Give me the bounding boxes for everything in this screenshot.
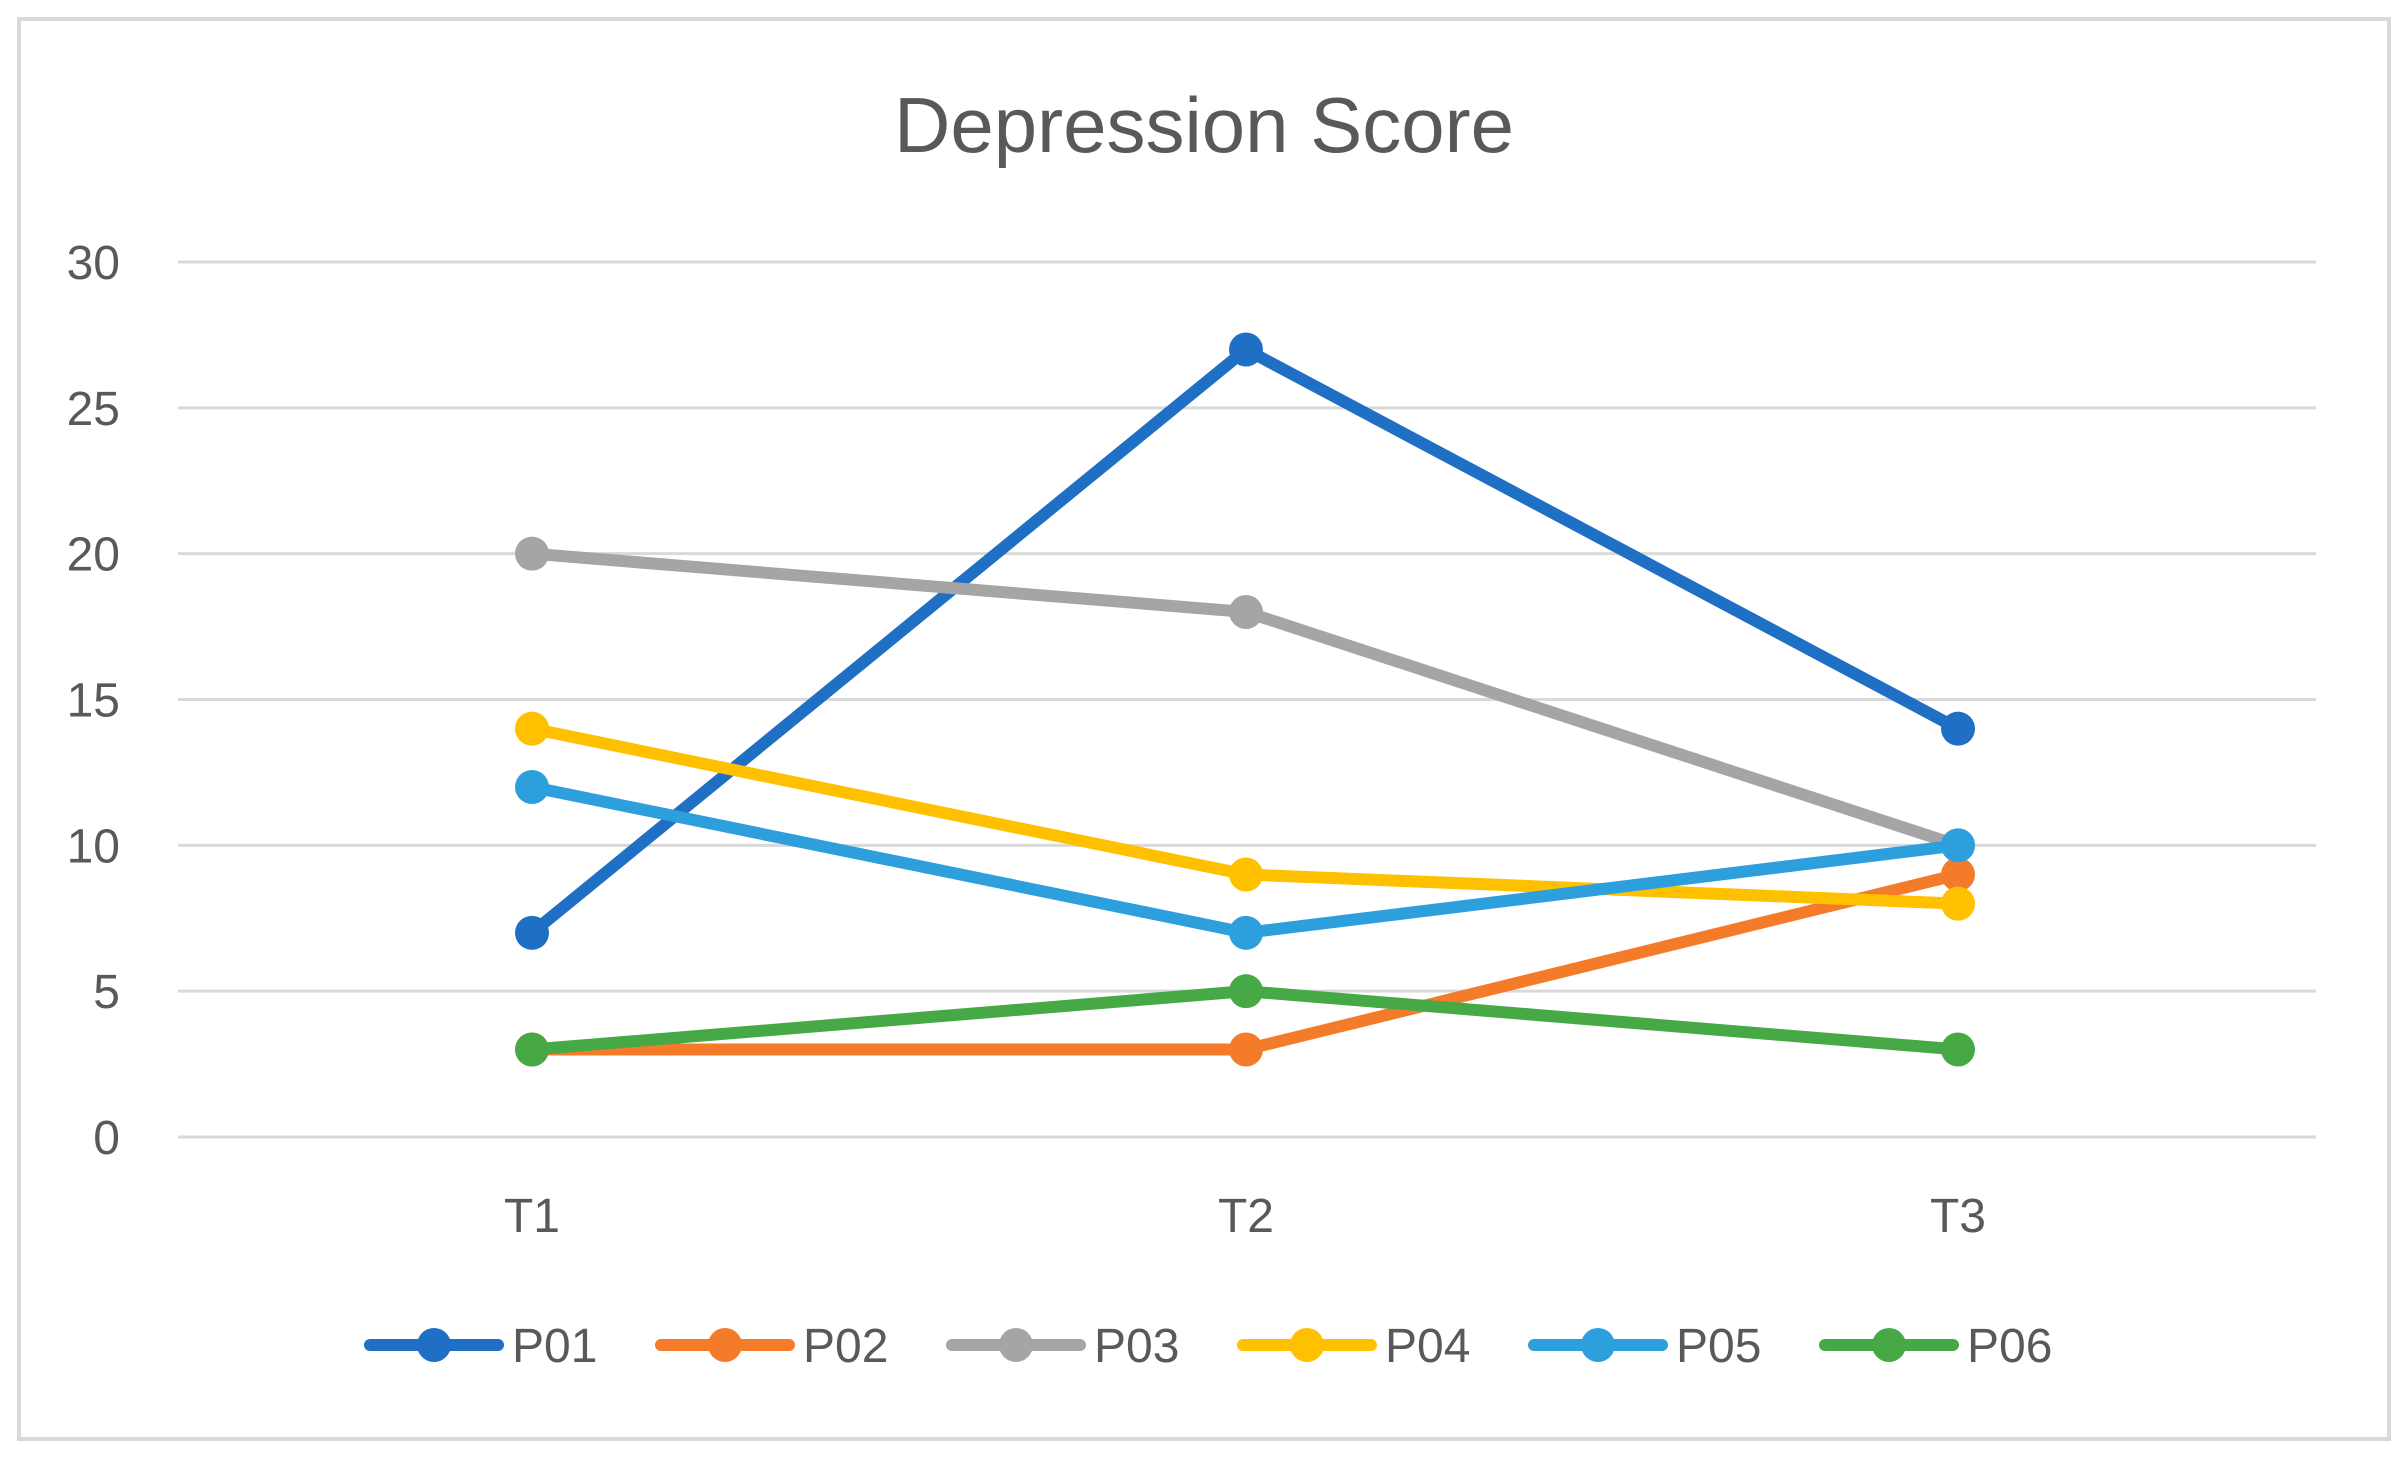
series-p06 [515, 974, 1975, 1067]
legend-label-p02: P02 [803, 1320, 888, 1373]
y-tick-label: 0 [93, 1112, 120, 1165]
x-axis-ticks: T1 T2 T3 [504, 1190, 1986, 1243]
series-p01 [515, 332, 1975, 950]
series-p04 [515, 711, 1975, 921]
legend-marker-p04 [1290, 1328, 1324, 1362]
y-tick-label: 30 [67, 237, 120, 290]
data-point-p05-t2 [1229, 915, 1263, 950]
legend: P01 P02 P03 P04 P05 P06 [364, 1320, 2052, 1373]
legend-item-p01: P01 [364, 1320, 597, 1373]
legend-marker-p03 [999, 1328, 1033, 1362]
data-point-p02-t3 [1941, 857, 1975, 892]
data-point-p04-t2 [1229, 857, 1263, 892]
series-p05 [515, 770, 1975, 950]
data-point-p03-t2 [1229, 595, 1263, 629]
chart-border [17, 17, 2391, 1441]
data-point-p04-t3 [1941, 886, 1975, 921]
y-tick-label: 5 [93, 966, 120, 1019]
data-point-p01-t3 [1941, 711, 1975, 746]
y-tick-label: 25 [67, 383, 120, 436]
data-point-p01-t2 [1229, 332, 1263, 367]
x-tick-label: T3 [1930, 1190, 1986, 1243]
y-tick-label: 20 [67, 529, 120, 582]
data-point-p06-t3 [1941, 1032, 1975, 1067]
legend-marker-p05 [1581, 1328, 1615, 1362]
legend-item-p06: P06 [1819, 1320, 2052, 1373]
legend-marker-p02 [708, 1328, 742, 1362]
legend-label-p01: P01 [512, 1320, 597, 1373]
legend-label-p06: P06 [1967, 1320, 2052, 1373]
legend-item-p03: P03 [946, 1320, 1179, 1373]
y-tick-label: 10 [67, 820, 120, 873]
y-tick-label: 15 [67, 675, 120, 728]
x-tick-label: T2 [1218, 1190, 1274, 1243]
data-point-p04-t1 [515, 711, 549, 746]
y-axis-ticks: 0 5 10 15 20 25 30 [67, 237, 120, 1165]
legend-label-p03: P03 [1094, 1320, 1179, 1373]
data-point-p05-t1 [515, 770, 549, 804]
legend-item-p05: P05 [1528, 1320, 1761, 1373]
legend-marker-p06 [1872, 1328, 1906, 1362]
data-point-p06-t2 [1229, 974, 1263, 1009]
data-point-p06-t1 [515, 1032, 549, 1067]
legend-label-p05: P05 [1676, 1320, 1761, 1373]
x-tick-label: T1 [504, 1190, 560, 1243]
chart-title: Depression Score [894, 81, 1514, 169]
legend-label-p04: P04 [1385, 1320, 1470, 1373]
data-point-p02-t2 [1229, 1032, 1263, 1067]
data-point-p03-t1 [515, 536, 549, 571]
legend-item-p04: P04 [1237, 1320, 1470, 1373]
legend-marker-p01 [417, 1328, 451, 1362]
data-point-p01-t1 [515, 915, 549, 950]
series-lines [515, 332, 1975, 1067]
legend-item-p02: P02 [655, 1320, 888, 1373]
data-point-p05-t3 [1941, 828, 1975, 863]
